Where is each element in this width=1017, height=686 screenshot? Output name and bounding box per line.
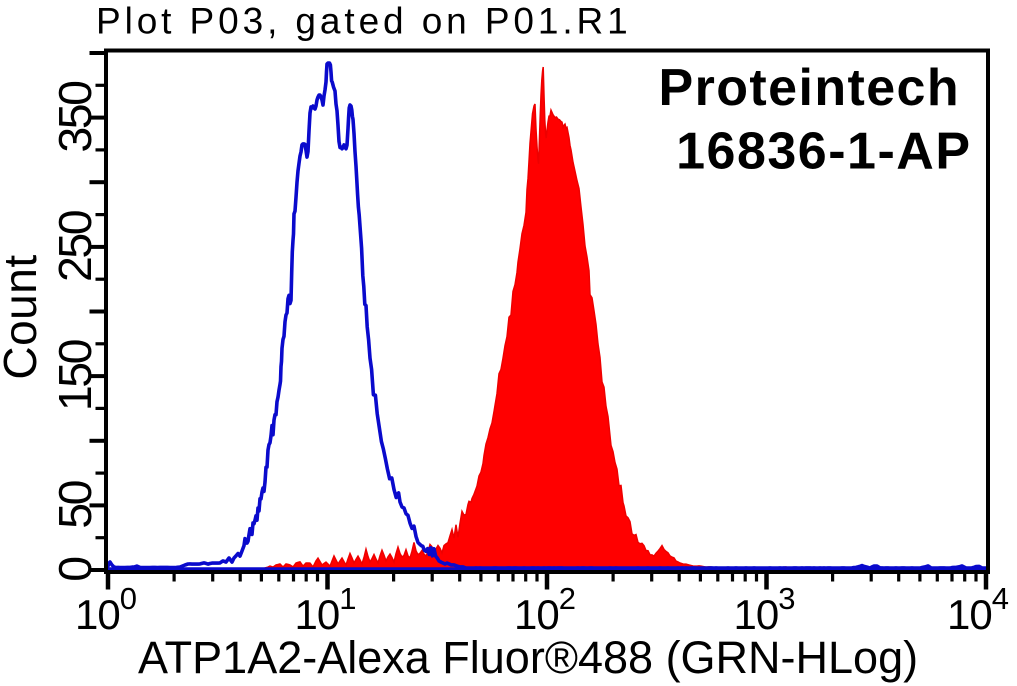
svg-text:250: 250 <box>49 210 101 282</box>
svg-text:Proteintech: Proteintech <box>659 59 960 117</box>
svg-text:0: 0 <box>49 557 101 582</box>
svg-text:350: 350 <box>49 81 101 153</box>
svg-text:ATP1A2-Alexa Fluor®488 (GRN-HL: ATP1A2-Alexa Fluor®488 (GRN-HLog) <box>138 632 918 683</box>
svg-text:16836-1-AP: 16836-1-AP <box>676 123 971 181</box>
svg-text:50: 50 <box>49 480 101 528</box>
svg-text:150: 150 <box>49 339 101 411</box>
svg-text:100: 100 <box>75 581 137 638</box>
svg-text:Count: Count <box>0 254 46 379</box>
svg-text:Plot P03, gated on P01.R1: Plot P03, gated on P01.R1 <box>96 1 632 42</box>
